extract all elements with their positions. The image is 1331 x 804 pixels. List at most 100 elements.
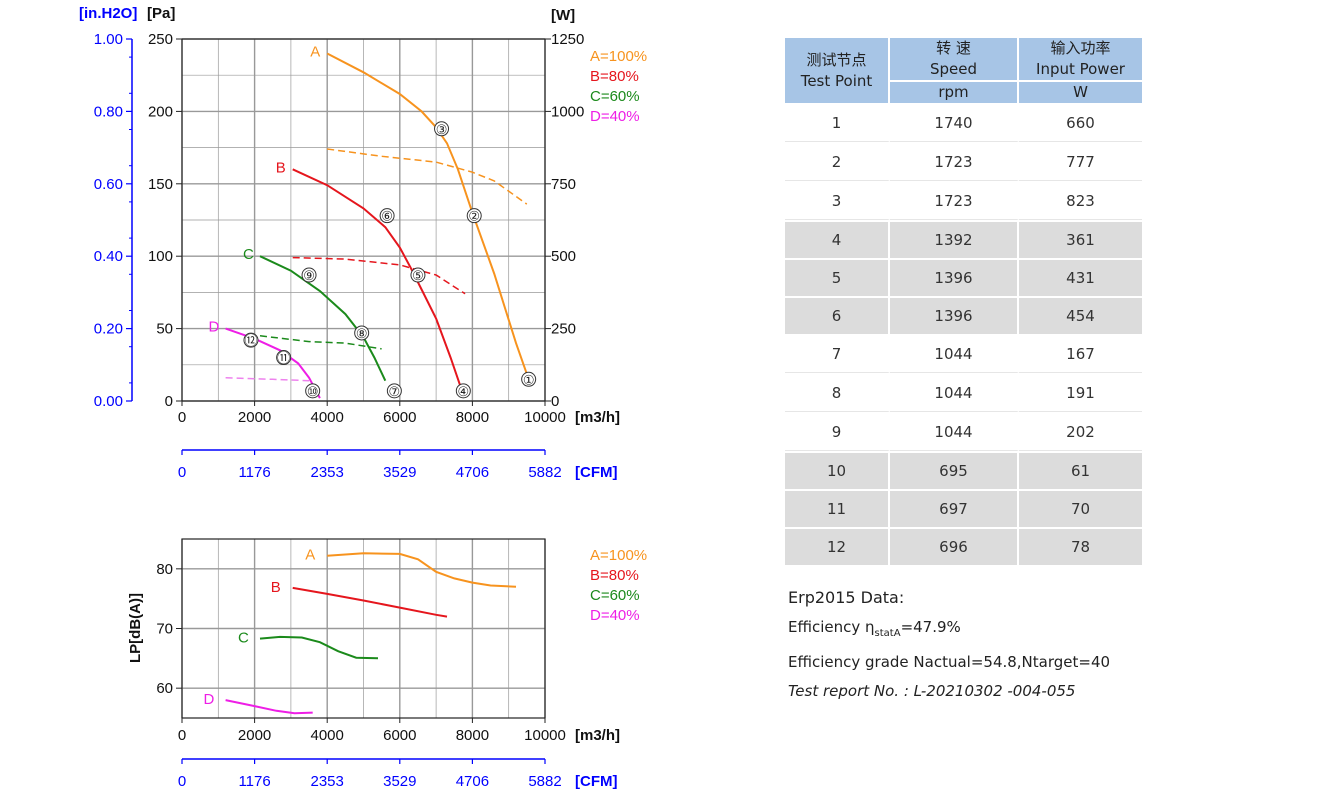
pa-tick-label: 200	[148, 103, 173, 120]
cell-test-point: 5	[785, 260, 890, 296]
erp-test-report: Test report No. : L-20210302 -004-055	[788, 682, 1076, 700]
power-curve	[327, 148, 528, 205]
x-axis-label: [m3/h]	[575, 727, 620, 744]
w-tick-label: 0	[551, 393, 559, 410]
header-speed-cn: 转 速	[936, 39, 971, 57]
w-tick-label: 500	[551, 248, 576, 265]
inh2o-axis-label: [in.H2O]	[79, 5, 137, 22]
cell-test-point: 8	[785, 375, 890, 412]
erp-efficiency-grade: Efficiency grade Nactual=54.8,Ntarget=40	[788, 653, 1111, 671]
x-tick-label: 8000	[456, 727, 489, 744]
w-tick-label: 1250	[551, 31, 584, 48]
pressure-chart: 0 2000 4000 6000 8000 10000 [m3/h]0 1176 2353 352…	[79, 5, 647, 481]
inh2o-tick-label: 0.80	[94, 103, 123, 120]
test-point-marker	[521, 371, 537, 387]
plot-frame	[181, 38, 546, 402]
cell-input-power: 454	[1019, 298, 1142, 334]
legend-entry: A=100%	[590, 547, 647, 564]
x-tick-label: 0	[178, 409, 186, 426]
cfm-tick-label: 3529	[383, 464, 416, 481]
pressure-curve	[225, 327, 321, 399]
legend-entry: A=100%	[590, 48, 647, 65]
table-row: 5 1396 431	[785, 260, 1142, 296]
pa-tick-label: 250	[148, 31, 173, 48]
erp-efficiency-sub: statA	[874, 628, 901, 639]
header-input-power: 输入功率 Input Power	[1019, 38, 1142, 80]
x-tick-label: 0	[178, 727, 186, 744]
curve-label: C	[243, 246, 254, 263]
inh2o-tick-label: 0.20	[94, 321, 123, 338]
cfm-tick-label: 0	[178, 773, 186, 790]
erp-title: Erp2015 Data:	[788, 588, 905, 607]
cell-input-power: 202	[1019, 414, 1142, 451]
pressure-curve	[292, 168, 463, 390]
charts-area: 0 2000 4000 6000 8000 10000 [m3/h]0 1176 2353 352…	[79, 5, 647, 790]
table-row: 6 1396 454	[785, 298, 1142, 334]
x-tick-label: 4000	[311, 409, 344, 426]
test-point-label: ⑨	[303, 268, 315, 283]
cell-test-point: 4	[785, 222, 890, 258]
w-tick-label: 750	[551, 176, 576, 193]
inh2o-tick-label: 0.40	[94, 248, 123, 265]
legend-entry: B=80%	[590, 567, 639, 584]
header-power-unit: W	[1019, 82, 1142, 103]
erp-efficiency: Efficiency ηstatA=47.9%	[788, 613, 1110, 648]
test-point-marker	[455, 383, 471, 399]
cell-test-point: 3	[785, 183, 890, 220]
cfm-axis-label: [CFM]	[575, 464, 617, 481]
cfm-tick-label: 2353	[311, 464, 344, 481]
pa-tick-label: 0	[165, 393, 173, 410]
pressure-curve	[259, 255, 387, 382]
cfm-axis-label: [CFM]	[575, 773, 617, 790]
test-point-label: ②	[468, 209, 480, 224]
test-point-marker	[305, 383, 321, 399]
cfm-tick-label: 5882	[528, 464, 561, 481]
w-tick-label: 250	[551, 321, 576, 338]
erp-efficiency-prefix: Efficiency η	[788, 618, 875, 636]
x-axis-label: [m3/h]	[575, 409, 620, 426]
x-tick-label: 8000	[456, 409, 489, 426]
cell-input-power: 431	[1019, 260, 1142, 296]
y-tick-label: 70	[156, 621, 173, 638]
cell-input-power: 191	[1019, 375, 1142, 412]
cfm-tick-label: 2353	[311, 773, 344, 790]
x-tick-label: 6000	[383, 409, 416, 426]
legend-entry: B=80%	[590, 68, 639, 85]
test-point-label: ⑤	[412, 268, 424, 283]
cell-speed: 1723	[890, 183, 1019, 220]
noise-curve	[327, 552, 517, 588]
noise-chart: 0 2000 4000 6000 8000 10000 [m3/h] 0 1176 2353 352…	[127, 538, 647, 790]
cell-speed: 1392	[890, 222, 1019, 258]
inh2o-tick-label: 0.00	[94, 393, 123, 410]
inh2o-tick-label: 0.60	[94, 176, 123, 193]
test-point-marker	[243, 332, 259, 348]
cell-speed: 697	[890, 491, 1019, 527]
x-tick-label: 6000	[383, 727, 416, 744]
cfm-tick-label: 3529	[383, 773, 416, 790]
noise-curve	[292, 586, 448, 618]
test-point-marker	[410, 267, 426, 283]
power-curve	[259, 335, 382, 350]
header-speed: 转 速 Speed	[890, 38, 1019, 80]
curve-label: D	[204, 691, 215, 708]
test-point-label: ③	[436, 122, 448, 137]
header-test-point-cn: 测试节点	[806, 50, 867, 69]
cell-speed: 695	[890, 453, 1019, 489]
cfm-tick-label: 4706	[456, 464, 489, 481]
cell-input-power: 823	[1019, 183, 1142, 220]
inh2o-tick-label: 1.00	[94, 31, 123, 48]
cell-test-point: 7	[785, 336, 890, 373]
cell-speed: 1044	[890, 336, 1019, 373]
test-point-marker	[434, 121, 450, 137]
cell-speed: 1044	[890, 375, 1019, 412]
x-tick-label: 2000	[238, 409, 271, 426]
test-point-label: ⑩	[307, 384, 319, 399]
cfm-tick-label: 0	[178, 464, 186, 481]
y-axis-label: LP[dB(A)]	[127, 593, 144, 663]
table-row: 9 1044 202	[785, 414, 1142, 451]
noise-curve	[225, 699, 313, 715]
curve-label: D	[209, 319, 220, 336]
table-row: 7 1044 167	[785, 336, 1142, 373]
cell-speed: 1396	[890, 260, 1019, 296]
w-tick-label: 1000	[551, 103, 584, 120]
